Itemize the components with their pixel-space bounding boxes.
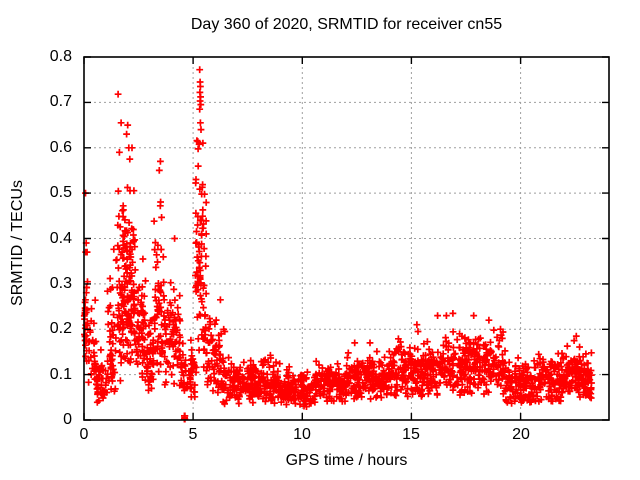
x-tick-label: 10 (293, 426, 311, 443)
x-tick-label: 15 (402, 426, 420, 443)
grid-lines (84, 57, 609, 420)
y-tick-label: 0.3 (49, 275, 72, 292)
y-tick-label: 0.1 (49, 366, 72, 383)
x-tick-label: 0 (79, 426, 89, 443)
scatter-points (80, 66, 595, 423)
y-tick-label: 0.6 (49, 139, 72, 156)
y-tick-label: 0.8 (49, 48, 72, 65)
plot-border (83, 56, 610, 421)
x-tick-label: 20 (512, 426, 530, 443)
x-axis-label: GPS time / hours (285, 452, 408, 469)
y-tick-label: 0.4 (49, 230, 72, 247)
y-tick-label: 0.7 (49, 93, 72, 110)
y-tick-label: 0 (63, 411, 72, 428)
y-tick-label: 0.2 (49, 320, 72, 337)
x-tick-label: 5 (188, 426, 198, 443)
chart-title: Day 360 of 2020, SRMTID for receiver cn5… (190, 16, 503, 33)
y-tick-label: 0.5 (49, 184, 72, 201)
